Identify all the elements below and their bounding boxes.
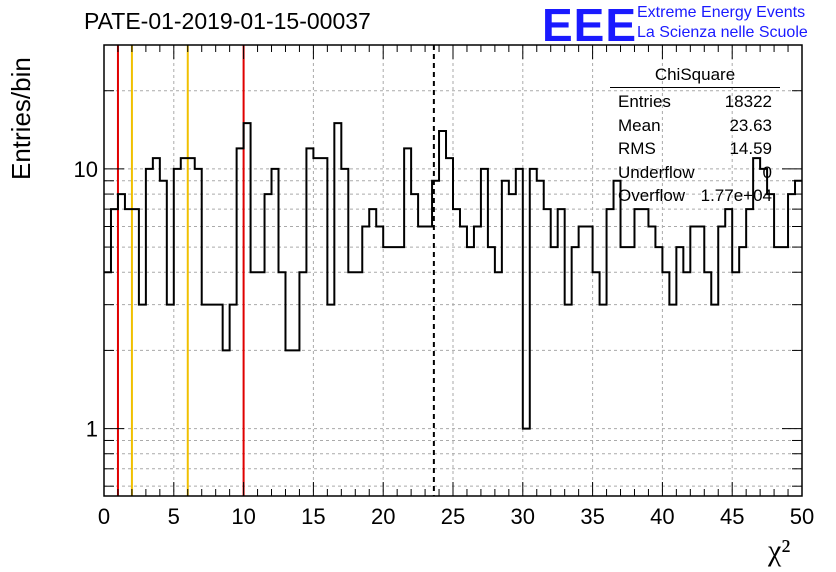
x-tick-label: 40 [650, 504, 674, 529]
stats-row-mean: Mean 23.63 [610, 114, 780, 138]
stats-title: ChiSquare [610, 65, 780, 88]
histogram-outline [104, 122, 802, 430]
logo-line-2: La Scienza nelle Scuole [637, 24, 808, 41]
plot-area [104, 45, 802, 496]
stats-row-underflow: Underflow 0 [610, 161, 780, 185]
logo-line-1: Extreme Energy Events [637, 4, 806, 21]
x-tick-label: 50 [790, 504, 814, 529]
eee-logo: EEE [542, 0, 638, 51]
stats-row-entries: Entries 18322 [610, 90, 780, 114]
stats-row-overflow: Overflow 1.77e+04 [610, 184, 780, 208]
plot-title: PATE-01-2019-01-15-00037 [84, 8, 371, 34]
stats-label: Mean [618, 115, 661, 135]
x-tick-label: 0 [98, 504, 110, 529]
stats-value: 0 [762, 162, 772, 182]
stats-box: ChiSquare Entries 18322 Mean 23.63 RMS 1… [610, 65, 780, 208]
x-tick-label: 45 [720, 504, 744, 529]
stats-row-rms: RMS 14.59 [610, 137, 780, 161]
stats-label: RMS [618, 139, 656, 158]
stats-label: Underflow [618, 162, 695, 182]
y-tick-label: 1 [86, 417, 98, 442]
x-tick-label: 30 [511, 504, 535, 529]
stats-value: 14.59 [729, 139, 772, 158]
x-tick-label: 15 [301, 504, 325, 529]
stats-label: Entries [618, 92, 671, 111]
x-tick-label: 5 [168, 504, 180, 529]
stats-value: 23.63 [729, 115, 772, 135]
x-axis-label: χ² [768, 534, 791, 567]
x-tick-label: 25 [441, 504, 465, 529]
y-axis-label: Entries/bin [6, 57, 36, 180]
stats-value: 1.77e+04 [700, 186, 772, 205]
stats-value: 18322 [724, 92, 772, 111]
x-tick-label: 35 [580, 504, 604, 529]
stats-label: Overflow [618, 186, 686, 205]
y-tick-label: 10 [74, 157, 98, 182]
x-tick-label: 10 [231, 504, 255, 529]
x-tick-label: 20 [371, 504, 395, 529]
